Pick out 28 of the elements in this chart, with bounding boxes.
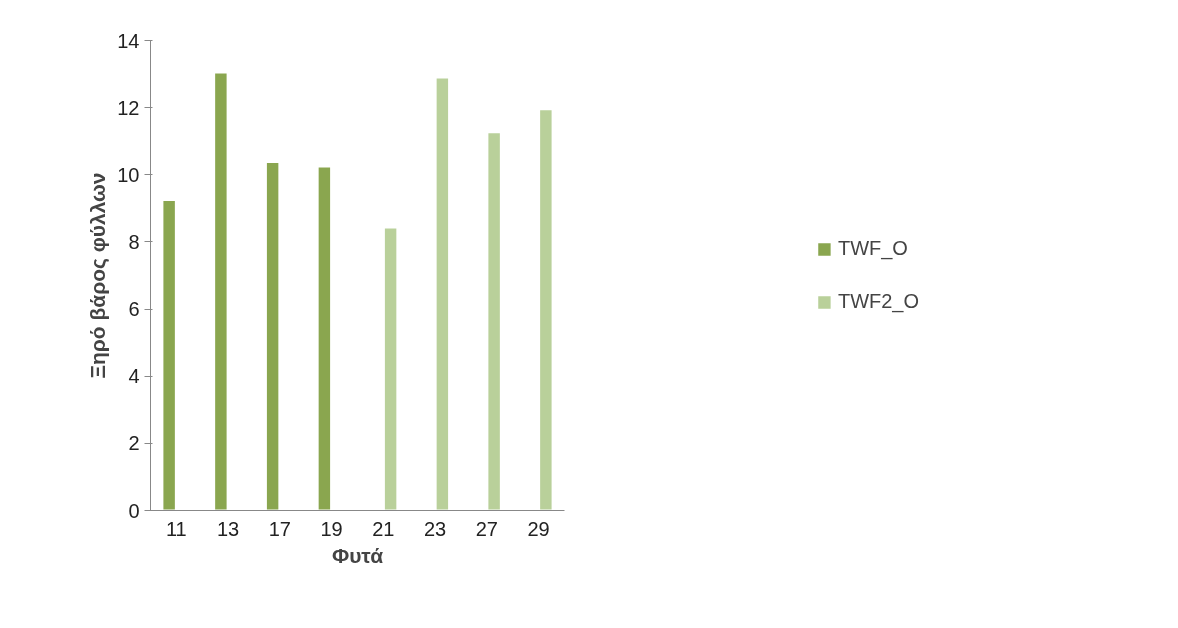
y-tick-label: 14	[117, 29, 140, 52]
x-tick-label: 23	[424, 517, 447, 540]
x-tick-label: 21	[372, 517, 395, 540]
bar	[538, 108, 554, 511]
x-tick-label: 29	[527, 517, 550, 540]
x-axis-title: Φυτά	[331, 543, 384, 567]
y-tick-label: 4	[128, 365, 140, 388]
x-tick-label: 13	[217, 517, 240, 540]
bar	[382, 226, 399, 511]
y-axis-title: Ξηρό βάρος φύλλων	[86, 172, 111, 379]
bar	[264, 161, 281, 511]
y-tick-label: 6	[128, 298, 140, 321]
bar	[486, 131, 502, 511]
x-tick-label: 27	[475, 517, 498, 540]
legend-label: TWF2_O	[837, 290, 920, 313]
y-tick-label: 8	[128, 230, 140, 253]
y-tick-label: 10	[117, 163, 140, 186]
y-tick-label: 2	[128, 432, 140, 455]
bar	[213, 71, 229, 511]
legend-label: TWF_O	[837, 237, 908, 260]
bar	[316, 165, 333, 511]
y-tick-label: 0	[128, 499, 140, 522]
y-tick-label: 12	[117, 96, 140, 119]
bar	[434, 76, 451, 511]
bar	[161, 198, 177, 511]
x-tick-label: 19	[320, 517, 343, 540]
x-tick-label: 17	[268, 517, 291, 540]
x-tick-label: 11	[165, 517, 187, 540]
